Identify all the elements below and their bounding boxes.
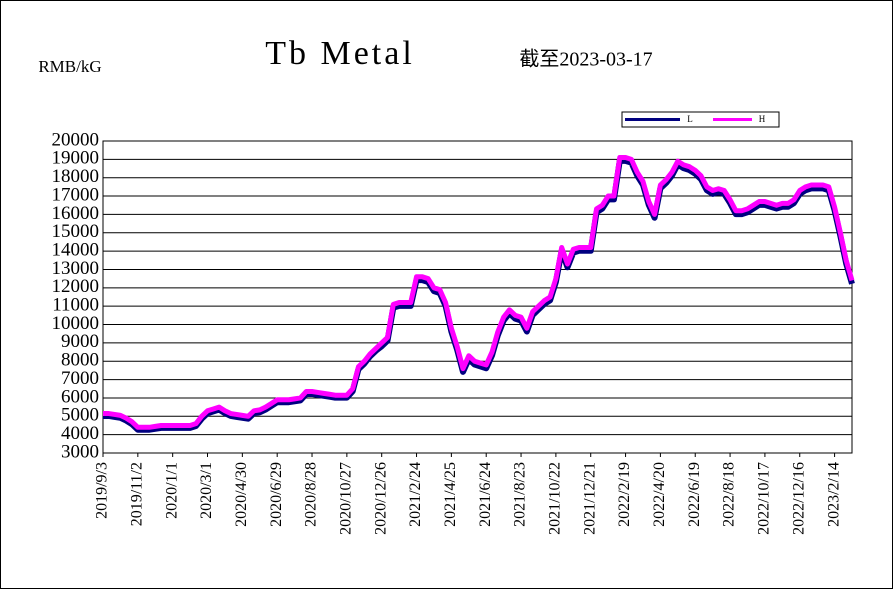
x-tick-label: 2020/10/27 (338, 462, 355, 535)
y-tick-label: 15000 (52, 221, 100, 242)
x-tick-label: 2020/12/26 (372, 462, 389, 535)
x-tick-label: 2021/4/25 (442, 462, 459, 527)
chart-subtitle: 截至2023-03-17 (519, 48, 652, 71)
legend (621, 111, 780, 128)
x-tick-label: 2020/4/30 (233, 462, 250, 527)
y-tick-label: 11000 (52, 295, 99, 316)
y-tick-label: 8000 (61, 350, 99, 371)
x-tick-label: 2020/1/1 (163, 462, 180, 519)
x-tick-label: 2022/2/19 (616, 462, 633, 527)
y-tick-label: 13000 (52, 258, 100, 279)
y-tick-label: 14000 (52, 239, 100, 260)
y-tick-label: 6000 (61, 386, 99, 407)
y-tick-label: 20000 (52, 129, 100, 150)
x-tick-label: 2021/6/24 (477, 462, 494, 527)
x-tick-label: 2021/8/23 (512, 462, 529, 527)
x-tick-label: 2020/8/28 (303, 462, 320, 527)
x-tick-label: 2019/11/2 (129, 462, 146, 526)
y-tick-label: 7000 (61, 368, 99, 389)
y-tick-label: 10000 (52, 313, 100, 334)
y-tick-label: 18000 (52, 166, 100, 187)
y-tick-label: 17000 (52, 184, 100, 205)
x-tick-label: 2019/9/3 (94, 462, 111, 519)
y-tick-label: 4000 (61, 423, 99, 444)
x-tick-label: 2021/10/22 (547, 462, 564, 535)
legend-label: H (759, 114, 766, 124)
x-tick-label: 2020/6/29 (268, 462, 285, 527)
y-tick-label: 3000 (61, 441, 99, 462)
x-tick-label: 2021/12/21 (581, 462, 598, 535)
chart-title: Tb Metal (265, 35, 415, 72)
x-tick-label: 2023/2/14 (825, 462, 842, 527)
x-tick-label: 2022/10/17 (756, 462, 773, 535)
legend-label: L (687, 114, 693, 124)
series-line (103, 155, 855, 430)
x-tick-label: 2022/6/19 (686, 462, 703, 527)
x-tick-label: 2021/2/24 (407, 462, 424, 527)
y-tick-label: 19000 (52, 148, 100, 169)
x-tick-label: 2022/4/20 (651, 462, 668, 527)
y-axis-label: RMB/kG (38, 57, 101, 76)
y-tick-label: 12000 (52, 276, 100, 297)
y-tick-label: 5000 (61, 405, 99, 426)
x-tick-label: 2022/12/16 (790, 462, 807, 535)
y-tick-label: 16000 (52, 203, 100, 224)
x-tick-label: 2022/8/18 (721, 462, 738, 527)
x-tick-label: 2020/3/1 (198, 462, 215, 519)
y-tick-label: 9000 (61, 331, 99, 352)
